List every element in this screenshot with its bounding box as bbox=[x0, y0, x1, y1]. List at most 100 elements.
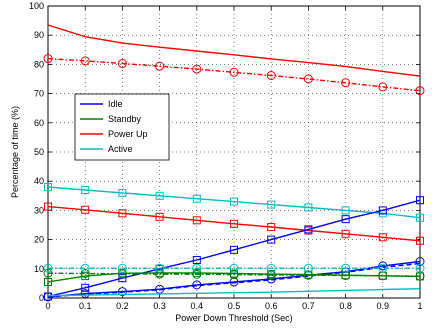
series-6 bbox=[47, 262, 421, 298]
series-1 bbox=[43, 54, 425, 96]
data-point-square bbox=[192, 216, 201, 225]
series-8 bbox=[43, 268, 425, 281]
data-point-circle bbox=[117, 269, 127, 279]
data-point-square bbox=[304, 203, 313, 212]
y-tick-label: 10 bbox=[34, 264, 44, 274]
series-line bbox=[47, 57, 421, 92]
data-point-circle bbox=[192, 64, 202, 74]
series-line bbox=[47, 272, 421, 277]
data-point-square bbox=[192, 194, 201, 203]
y-tick-label: 80 bbox=[34, 59, 44, 69]
data-point-circle bbox=[341, 78, 351, 88]
series-line bbox=[47, 186, 421, 219]
data-point-square bbox=[118, 188, 127, 197]
data-point-circle bbox=[341, 271, 351, 281]
data-point-square bbox=[341, 206, 350, 215]
data-point-square bbox=[44, 277, 52, 286]
data-point-square bbox=[341, 215, 350, 224]
data-point-circle bbox=[155, 61, 165, 71]
data-point-circle bbox=[378, 263, 388, 273]
data-point-square bbox=[44, 183, 52, 192]
data-point-circle bbox=[341, 263, 351, 273]
data-point-circle bbox=[415, 257, 425, 266]
x-tick-label: 0 bbox=[45, 301, 50, 311]
series-2 bbox=[44, 183, 424, 222]
series-10 bbox=[47, 288, 421, 297]
data-point-circle bbox=[155, 263, 165, 273]
x-tick-label: 1 bbox=[417, 301, 422, 311]
data-point-square bbox=[341, 229, 350, 238]
data-point-circle bbox=[155, 269, 165, 279]
data-point-circle bbox=[229, 270, 239, 280]
y-tick-label: 60 bbox=[34, 118, 44, 128]
series-line bbox=[47, 262, 421, 298]
y-tick-label: 30 bbox=[34, 205, 44, 215]
data-point-circle bbox=[117, 59, 127, 69]
data-point-circle bbox=[43, 263, 53, 273]
data-point-square bbox=[304, 225, 313, 234]
y-tick-label: 0 bbox=[39, 293, 44, 303]
data-point-square bbox=[230, 219, 238, 228]
data-point-square bbox=[118, 274, 127, 283]
data-point-circle bbox=[43, 268, 53, 278]
series-line bbox=[47, 272, 421, 283]
x-tick-label: 0.3 bbox=[153, 301, 166, 311]
data-point-circle bbox=[229, 67, 239, 77]
data-point-circle bbox=[415, 263, 425, 273]
x-axis-title: Power Down Threshold (Sec) bbox=[175, 313, 292, 323]
series-line bbox=[47, 205, 421, 242]
x-tick-label: 0.4 bbox=[191, 301, 204, 311]
data-point-square bbox=[155, 212, 164, 221]
data-point-square bbox=[192, 256, 201, 265]
x-tick-label: 0.6 bbox=[265, 301, 278, 311]
legend-box bbox=[74, 93, 170, 161]
x-tick-label: 0.1 bbox=[79, 301, 92, 311]
series-9 bbox=[43, 263, 425, 273]
series-0 bbox=[47, 24, 421, 77]
y-tick-label: 100 bbox=[29, 1, 44, 11]
data-point-circle bbox=[229, 263, 239, 273]
data-point-square bbox=[378, 206, 387, 215]
data-point-square bbox=[118, 209, 127, 218]
series-line bbox=[47, 24, 421, 77]
series-line bbox=[47, 260, 421, 298]
data-point-circle bbox=[266, 263, 276, 273]
data-point-circle bbox=[80, 268, 90, 278]
data-point-square bbox=[416, 213, 424, 222]
y-axis-title: Percentage of time (%) bbox=[10, 106, 20, 198]
y-tick-label: 50 bbox=[34, 147, 44, 157]
series-line bbox=[47, 199, 421, 298]
x-tick-label: 0.7 bbox=[302, 301, 315, 311]
data-point-circle bbox=[117, 287, 127, 297]
legend-label: Standby bbox=[108, 114, 142, 124]
data-point-circle bbox=[80, 56, 90, 66]
data-point-square bbox=[81, 205, 90, 214]
data-point-circle bbox=[303, 74, 313, 84]
y-tick-label: 20 bbox=[34, 235, 44, 245]
data-point-circle bbox=[43, 54, 53, 64]
legend-label: Power Up bbox=[108, 129, 148, 139]
data-point-circle bbox=[303, 263, 313, 273]
data-point-circle bbox=[378, 261, 388, 271]
data-point-circle bbox=[378, 82, 388, 92]
series-3 bbox=[44, 202, 424, 245]
data-point-circle bbox=[192, 269, 202, 279]
data-point-circle bbox=[117, 263, 127, 273]
x-tick-label: 0.5 bbox=[228, 301, 241, 311]
data-point-square bbox=[378, 233, 387, 242]
data-point-square bbox=[230, 197, 238, 206]
x-tick-label: 0.9 bbox=[377, 301, 390, 311]
data-point-circle bbox=[266, 70, 276, 80]
data-point-square bbox=[155, 191, 164, 200]
data-point-circle bbox=[80, 263, 90, 273]
series-group bbox=[43, 24, 425, 302]
data-point-square bbox=[267, 223, 276, 232]
x-tick-label: 0.8 bbox=[339, 301, 352, 311]
data-point-square bbox=[416, 236, 424, 245]
y-tick-label: 70 bbox=[34, 89, 44, 99]
data-point-circle bbox=[192, 263, 202, 273]
data-point-circle bbox=[266, 270, 276, 280]
data-point-square bbox=[267, 200, 276, 209]
